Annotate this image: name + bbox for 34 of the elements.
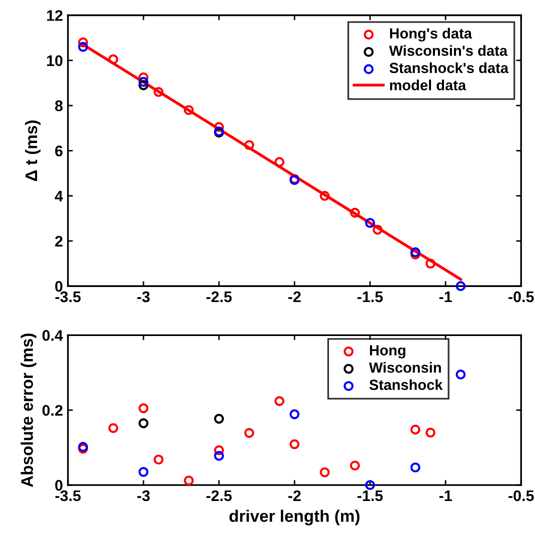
legend-label: Stanshock: [369, 379, 443, 390]
y-tick-label: 2: [55, 236, 62, 247]
y-tick-label: 8: [55, 100, 63, 112]
y-tick-label: 4: [54, 190, 64, 202]
x-tick-label: -2: [288, 291, 301, 302]
y-axis-title: Absolute error (ms): [20, 334, 36, 488]
y-tick-label: 0.4: [42, 330, 64, 341]
x-tick-label: -2.5: [206, 490, 232, 502]
x-tick-label: -3: [137, 490, 150, 502]
x-tick-label: -1.5: [357, 292, 383, 302]
x-tick-label: -1: [439, 292, 452, 302]
legend-label: Hong's data: [390, 28, 472, 42]
y-tick-label: 6: [55, 146, 63, 156]
x-axis-title: driver length (m): [229, 510, 360, 526]
y-tick-label: 10: [47, 55, 62, 66]
legend-label: model data: [390, 80, 466, 90]
x-tick-label: -1: [439, 490, 452, 501]
x-tick-label: -0.5: [508, 291, 534, 302]
y-axis-title: Δ t (ms): [25, 120, 41, 182]
x-tick-label: -3: [137, 291, 150, 302]
y-tick-label: 12: [47, 10, 62, 21]
legend-label: Wisconsin's data: [389, 45, 508, 56]
legend-label: Stanshock's data: [390, 62, 509, 74]
x-tick-label: -2.5: [206, 291, 232, 302]
y-tick-label: 0: [55, 280, 62, 292]
x-tick-label: -0.5: [508, 490, 534, 502]
legend-label: Wisconsin: [369, 362, 441, 373]
y-tick-label: 0: [55, 480, 62, 491]
x-tick-label: -3.5: [55, 291, 81, 302]
legend-label: Hong: [370, 345, 406, 358]
x-tick-label: -3.5: [55, 490, 81, 502]
x-tick-label: -2: [288, 490, 301, 501]
x-tick-label: -1.5: [357, 490, 383, 502]
y-tick-label: 0.2: [42, 404, 62, 416]
